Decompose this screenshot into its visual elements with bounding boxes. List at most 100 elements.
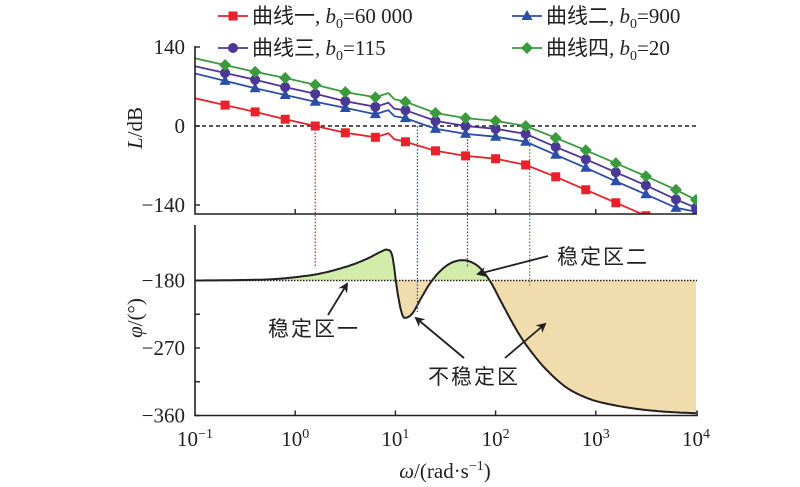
data-point xyxy=(460,127,472,138)
stable-region-fill xyxy=(195,249,396,281)
data-point xyxy=(670,201,682,212)
y-tick-label: 0 xyxy=(175,114,186,138)
data-point xyxy=(581,185,591,195)
data-point xyxy=(310,88,321,99)
data-point xyxy=(340,128,350,138)
data-point xyxy=(609,157,622,170)
data-point xyxy=(369,91,382,104)
legend-item-1: 曲线一, b0=60 000 xyxy=(218,4,413,32)
legend-marker xyxy=(521,10,533,20)
data-point xyxy=(580,154,591,165)
annotation-arrow xyxy=(414,316,465,359)
data-point xyxy=(670,194,681,205)
data-point xyxy=(429,107,442,120)
x-tick-label: 103 xyxy=(582,427,610,451)
data-point xyxy=(430,146,440,156)
magnitude-y-axis-title: L/dB xyxy=(123,107,147,150)
legend-label: 曲线四, b0=20 xyxy=(546,36,670,64)
y-tick-label: −140 xyxy=(142,193,185,217)
unstable-region-fill xyxy=(395,280,433,318)
data-point xyxy=(280,82,291,93)
phase-plot xyxy=(195,248,697,415)
data-point xyxy=(279,88,291,99)
legend-label: 曲线一, b0=60 000 xyxy=(252,4,413,32)
series-1 xyxy=(195,97,651,214)
data-point xyxy=(549,131,562,144)
data-point xyxy=(491,154,501,164)
data-point xyxy=(340,96,351,107)
data-point xyxy=(339,86,352,99)
data-point xyxy=(400,137,410,147)
annotation-label: 稳定区二 xyxy=(557,245,649,269)
data-point xyxy=(639,170,652,183)
magnitude-plot xyxy=(195,57,697,312)
series-line xyxy=(195,57,697,201)
legend-marker xyxy=(228,43,238,53)
data-point xyxy=(519,120,532,132)
data-point xyxy=(490,130,502,141)
data-point xyxy=(250,107,260,117)
x-tick-label: 100 xyxy=(281,427,309,451)
data-point xyxy=(520,135,532,146)
phase-axis-frame xyxy=(194,225,698,417)
phase-y-axis-title: φ/(°) xyxy=(123,298,147,338)
data-point xyxy=(429,122,441,133)
data-point xyxy=(520,128,531,139)
data-point xyxy=(309,78,322,91)
phase-y-tick-label: −270 xyxy=(142,336,185,360)
series-4 xyxy=(195,57,697,206)
data-point xyxy=(309,95,321,106)
series-line xyxy=(195,72,697,213)
annotation-label: 不稳定区 xyxy=(428,365,520,389)
magnitude-axis-frame xyxy=(194,46,697,215)
x-tick-label: 102 xyxy=(482,427,510,451)
data-point xyxy=(249,65,262,78)
data-point xyxy=(641,211,651,214)
legend-marker xyxy=(228,11,238,21)
data-point xyxy=(400,105,411,116)
data-point xyxy=(610,167,621,178)
data-point xyxy=(489,114,502,127)
data-point xyxy=(579,144,592,157)
annotation-label: 稳定区一 xyxy=(268,317,360,341)
annotation-arrow xyxy=(504,322,547,359)
data-point xyxy=(219,74,231,85)
series-line xyxy=(195,65,697,209)
data-point xyxy=(550,148,562,159)
data-point xyxy=(370,101,381,112)
data-point xyxy=(249,82,261,93)
x-tick-label: 10−1 xyxy=(177,427,213,451)
data-point xyxy=(279,72,292,85)
annotation-arrow xyxy=(476,255,549,277)
data-point xyxy=(220,67,231,78)
legend: 曲线一, b0=60 000 曲线二, b0=900 曲线三, b0=115 曲线四,… xyxy=(218,4,680,64)
magnitude-series-group xyxy=(195,57,697,214)
legend-item-2: 曲线二, b0=900 xyxy=(512,4,680,32)
y-tick-label: 140 xyxy=(154,35,186,59)
data-point xyxy=(640,188,652,199)
data-point xyxy=(551,172,561,182)
data-point xyxy=(339,101,351,112)
legend-label: 曲线三, b0=115 xyxy=(252,36,386,64)
data-point xyxy=(611,198,621,208)
data-point xyxy=(640,180,651,191)
phase-y-tick-label: −180 xyxy=(142,269,185,293)
legend-item-3: 曲线三, b0=115 xyxy=(218,36,386,64)
data-point xyxy=(399,112,411,123)
phase-curve xyxy=(195,248,697,415)
legend-label: 曲线二, b0=900 xyxy=(546,4,680,32)
data-point xyxy=(461,151,471,161)
data-point xyxy=(219,59,232,72)
data-point xyxy=(550,141,561,152)
legend-marker xyxy=(521,42,533,54)
data-point xyxy=(521,160,531,170)
x-tick-label: 104 xyxy=(682,427,710,451)
x-axis-title: ω/(rad·s−1) xyxy=(399,459,491,483)
legend-item-4: 曲线四, b0=20 xyxy=(512,36,670,64)
data-point xyxy=(250,74,261,85)
annotation-arrow xyxy=(327,282,349,316)
unstable-region-fill xyxy=(489,280,696,414)
